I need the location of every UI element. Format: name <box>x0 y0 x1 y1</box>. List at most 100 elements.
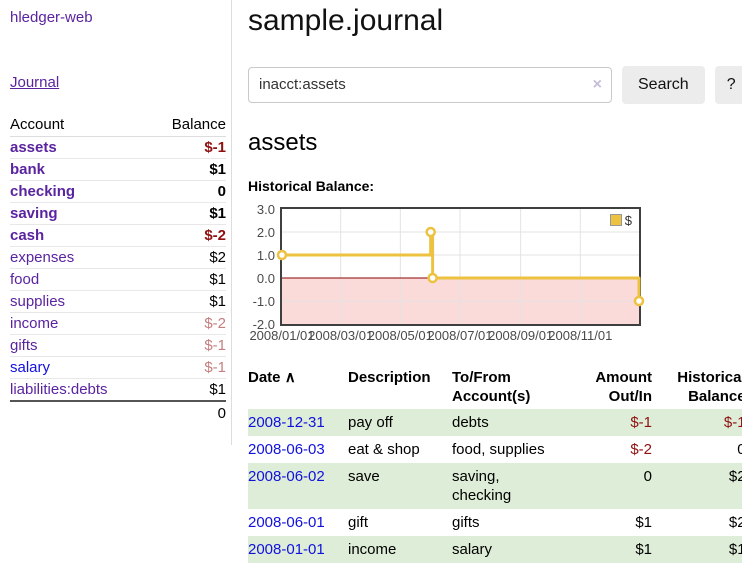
transaction-amount: $1 <box>635 513 652 531</box>
y-tick-label: -2.0 <box>252 316 275 332</box>
register-row: 2008-06-02 save saving, checking 0 $2 <box>248 462 742 509</box>
accounts-total-row: 0 <box>10 401 226 424</box>
account-link-income[interactable]: income <box>10 315 59 332</box>
transaction-accounts: food, supplies <box>452 440 545 458</box>
page-title: sample.journal <box>248 4 444 37</box>
search-button[interactable]: Search <box>622 65 705 104</box>
account-link-salary[interactable]: salary <box>10 359 51 376</box>
account-link-supplies[interactable]: supplies <box>10 293 66 310</box>
account-balance: $-2 <box>204 315 226 332</box>
account-link-liabilities-debts[interactable]: liabilities:debts <box>10 381 108 398</box>
transaction-description: gift <box>348 513 369 531</box>
transaction-accounts: saving, checking <box>452 467 512 504</box>
account-link-saving[interactable]: saving <box>10 205 58 222</box>
x-tick-label: 2008/11/01 <box>548 327 613 343</box>
transaction-date-link[interactable]: 2008-06-02 <box>248 467 325 485</box>
register-table: Date ∧ Description To/From Account(s) Am… <box>248 365 742 563</box>
account-row: bank $1 <box>10 159 226 181</box>
account-row: income $-2 <box>10 313 226 335</box>
transaction-description: eat & shop <box>348 440 420 458</box>
account-row: gifts $-1 <box>10 335 226 357</box>
help-button[interactable]: ? <box>714 65 742 104</box>
app-layout: hledger-web Journal Account Balance asse… <box>0 0 742 563</box>
chart-legend: $ <box>607 211 634 229</box>
account-row: assets $-1 <box>10 137 226 159</box>
main-content: sample.journal × Search ? assets Histori… <box>232 0 742 563</box>
register-row: 2008-01-01 income salary $1 $1 <box>248 535 742 563</box>
register-col-amount: Amount Out/In <box>595 368 652 405</box>
account-link-checking[interactable]: checking <box>10 183 76 200</box>
transaction-balance: $-1 <box>723 413 742 431</box>
account-balance: $-1 <box>204 337 226 354</box>
brand-link[interactable]: hledger-web <box>10 9 93 26</box>
y-tick-label: 1.0 <box>256 247 275 263</box>
account-link-expenses[interactable]: expenses <box>10 249 75 266</box>
transaction-amount: $1 <box>635 540 652 558</box>
account-balance: 0 <box>217 183 226 200</box>
account-heading: assets <box>248 128 318 156</box>
legend-label: $ <box>624 212 632 228</box>
register-row: 2008-06-01 gift gifts $1 $2 <box>248 509 742 536</box>
account-link-food[interactable]: food <box>10 271 40 288</box>
transaction-date-link[interactable]: 2008-01-01 <box>248 540 325 558</box>
account-link-cash[interactable]: cash <box>10 227 45 244</box>
account-link-bank[interactable]: bank <box>10 161 46 178</box>
accounts-col-account: Account <box>10 116 65 133</box>
y-tick-label: -1.0 <box>252 293 275 309</box>
x-tick-label: 2008/01/01 <box>249 327 315 343</box>
chart-x-axis: 2008/01/01 2008/03/01 2008/05/01 2008/07/01… <box>249 327 648 345</box>
sidebar-item-journal[interactable]: Journal <box>10 74 60 91</box>
account-balance: $1 <box>209 205 226 222</box>
sort-asc-icon: ∧ <box>284 368 296 386</box>
transaction-balance: $2 <box>728 513 742 531</box>
account-balance: $1 <box>209 381 226 398</box>
account-row: liabilities:debts $1 <box>10 379 226 401</box>
register-col-date[interactable]: Date ∧ <box>248 368 296 386</box>
transaction-accounts: debts <box>452 413 489 431</box>
transaction-amount: 0 <box>643 467 652 485</box>
transaction-date-link[interactable]: 2008-06-01 <box>248 513 325 531</box>
transaction-description: income <box>348 540 397 558</box>
account-row: salary $-1 <box>10 357 226 379</box>
register-row: 2008-12-31 pay off debts $-1 $-1 <box>248 408 742 436</box>
transaction-amount: $-2 <box>630 440 652 458</box>
x-tick-label: 2008/09/01 <box>488 327 554 343</box>
search-input[interactable] <box>248 66 612 103</box>
account-balance: $1 <box>209 293 226 310</box>
account-row: food $1 <box>10 269 226 291</box>
x-tick-label: 2008/03/01 <box>308 327 374 343</box>
account-row: checking 0 <box>10 181 226 203</box>
y-tick-label: 0.0 <box>256 270 275 286</box>
account-balance: $1 <box>209 271 226 288</box>
transaction-description: pay off <box>348 413 393 431</box>
register-col-balance: Historical Balance <box>677 368 742 405</box>
transaction-date-link[interactable]: 2008-06-03 <box>248 440 325 458</box>
accounts-table: Account Balance assets $-1 bank $1 check… <box>10 113 226 424</box>
account-balance: $-2 <box>204 227 226 244</box>
transaction-balance: 0 <box>737 440 742 458</box>
account-link-gifts[interactable]: gifts <box>10 337 38 354</box>
clear-search-icon[interactable]: × <box>592 75 602 93</box>
transaction-description: save <box>348 467 380 485</box>
register-header-row: Date ∧ Description To/From Account(s) Am… <box>248 365 742 409</box>
sidebar: hledger-web Journal Account Balance asse… <box>0 0 232 445</box>
accounts-total: 0 <box>217 405 226 422</box>
y-tick-label: 3.0 <box>256 201 275 217</box>
y-tick-label: 2.0 <box>256 224 275 240</box>
account-link-assets[interactable]: assets <box>10 139 57 156</box>
transaction-amount: $-1 <box>630 413 652 431</box>
chart-plot-area: $ <box>276 206 645 326</box>
transaction-accounts: salary <box>452 540 493 558</box>
account-row: saving $1 <box>10 203 226 225</box>
x-tick-label: 2008/05/01 <box>367 327 433 343</box>
transaction-date-link[interactable]: 2008-12-31 <box>248 413 325 431</box>
account-row: expenses $2 <box>10 247 226 269</box>
register-row: 2008-06-03 eat & shop food, supplies $-2… <box>248 436 742 463</box>
account-balance: $2 <box>209 249 226 266</box>
account-balance: $-1 <box>204 139 226 156</box>
account-balance: $1 <box>209 161 226 178</box>
chart-y-axis: 3.0 2.0 1.0 0.0 -1.0 -2.0 <box>248 203 280 331</box>
register-col-accounts: To/From Account(s) <box>452 368 531 405</box>
legend-swatch-icon <box>609 214 622 226</box>
historical-balance-chart: 3.0 2.0 1.0 0.0 -1.0 -2.0 $ 2008/01/01 2008/03… <box>248 203 648 345</box>
